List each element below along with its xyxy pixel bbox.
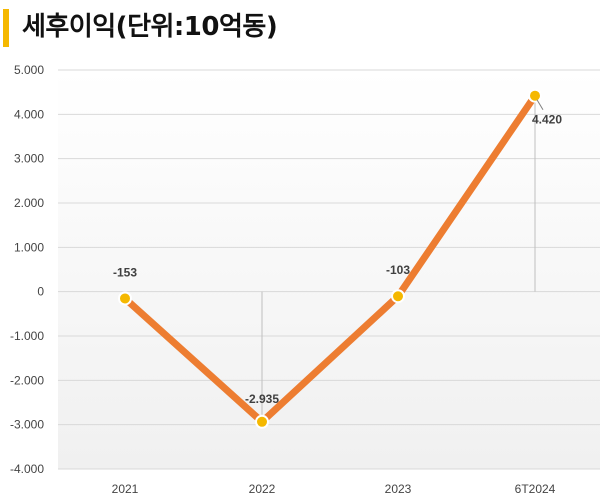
data-point: [391, 289, 405, 304]
data-label: -153: [113, 265, 137, 279]
x-tick-label: 2023: [385, 482, 412, 496]
y-tick-label: -4.000: [10, 462, 44, 476]
x-tick-label: 2021: [112, 482, 139, 496]
chart-title: 세후이익(단위:10억동): [22, 12, 278, 42]
plot-area: [58, 70, 600, 469]
data-point: [528, 88, 542, 103]
y-tick-label: 4.000: [14, 107, 44, 121]
data-point: [118, 291, 132, 306]
x-tick-label: 2022: [249, 482, 276, 496]
y-tick-label: 5.000: [14, 63, 44, 77]
data-label-leader: [536, 99, 544, 110]
y-tick-label: 3.000: [14, 152, 44, 166]
data-label: 4.420: [532, 113, 562, 127]
y-tick-label: -2.000: [10, 373, 44, 387]
x-tick-label: 6T2024: [515, 482, 556, 496]
data-label: -103: [386, 263, 410, 277]
title-accent-bar: [3, 9, 9, 47]
data-point: [255, 414, 269, 429]
y-tick-label: 2.000: [14, 196, 44, 210]
y-tick-label: -1.000: [10, 329, 44, 343]
data-label: -2.935: [245, 392, 279, 406]
y-tick-label: 0: [37, 285, 44, 299]
y-tick-label: 1.000: [14, 240, 44, 254]
series-line: [121, 92, 539, 426]
y-tick-label: -3.000: [10, 418, 44, 432]
